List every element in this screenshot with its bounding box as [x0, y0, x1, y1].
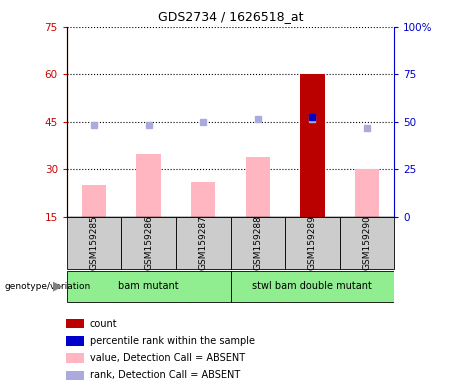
Bar: [300, 74, 325, 217]
Bar: [340, 217, 394, 269]
Text: stwl bam double mutant: stwl bam double mutant: [252, 281, 372, 291]
Bar: [65, 336, 84, 346]
Text: value, Detection Call = ABSENT: value, Detection Call = ABSENT: [90, 353, 245, 363]
Text: percentile rank within the sample: percentile rank within the sample: [90, 336, 255, 346]
Text: GSM159287: GSM159287: [199, 215, 208, 270]
Bar: [355, 169, 379, 217]
Text: genotype/variation: genotype/variation: [5, 281, 91, 291]
Bar: [285, 217, 340, 269]
Bar: [67, 217, 121, 269]
Text: ▶: ▶: [53, 280, 62, 293]
Text: rank, Detection Call = ABSENT: rank, Detection Call = ABSENT: [90, 370, 240, 381]
Bar: [67, 271, 230, 302]
Text: count: count: [90, 318, 118, 329]
Text: GSM159290: GSM159290: [362, 215, 372, 270]
Bar: [65, 371, 84, 380]
Bar: [65, 319, 84, 328]
Bar: [65, 353, 84, 363]
Bar: [191, 182, 215, 217]
Bar: [136, 154, 161, 217]
Bar: [82, 185, 106, 217]
Text: bam mutant: bam mutant: [118, 281, 179, 291]
Text: GSM159288: GSM159288: [253, 215, 262, 270]
Text: GSM159285: GSM159285: [89, 215, 99, 270]
Bar: [121, 217, 176, 269]
Bar: [176, 217, 230, 269]
Text: GDS2734 / 1626518_at: GDS2734 / 1626518_at: [158, 10, 303, 23]
Bar: [246, 157, 270, 217]
Bar: [300, 74, 325, 217]
Text: GSM159289: GSM159289: [308, 215, 317, 270]
Text: GSM159286: GSM159286: [144, 215, 153, 270]
Bar: [230, 271, 394, 302]
Bar: [230, 217, 285, 269]
